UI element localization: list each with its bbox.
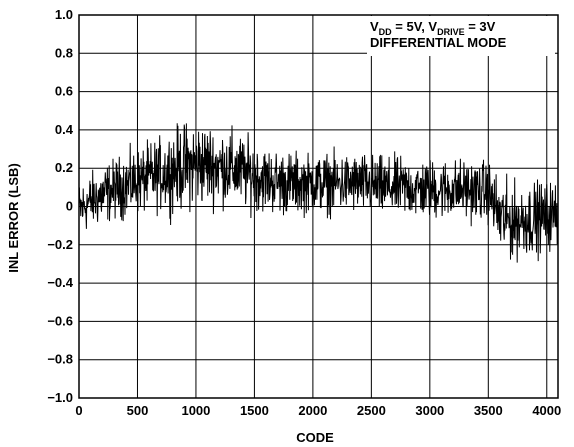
y-tick-label: −0.6 (47, 313, 73, 328)
y-tick-label: 0.2 (55, 160, 73, 175)
annotation-line-1: VDD = 5V, VDRIVE = 3V (370, 19, 496, 37)
y-tick-label: 0.4 (55, 122, 74, 137)
annotation-box (367, 16, 555, 56)
y-tick-label: −0.8 (47, 352, 73, 367)
y-tick-label: −0.4 (47, 275, 73, 290)
x-tick-label: 1500 (240, 403, 269, 418)
x-tick-label: 2500 (357, 403, 386, 418)
inl-error-trace (78, 123, 559, 263)
plot-frame (78, 14, 559, 399)
y-axis-label: INL ERROR (LSB) (6, 163, 21, 273)
y-tick-label: −0.2 (47, 237, 73, 252)
x-tick-label: 4000 (532, 403, 561, 418)
vdd-subscript: DD (379, 27, 392, 37)
x-axis-label: CODE (296, 430, 334, 445)
x-tick-label: 500 (127, 403, 149, 418)
x-tick-label: 1000 (181, 403, 210, 418)
y-tick-label: 0 (66, 199, 73, 214)
vdd-symbol: V (370, 19, 379, 34)
y-tick-label: 1.0 (55, 7, 73, 22)
x-tick-label: 3500 (474, 403, 503, 418)
x-tick-label: 3000 (415, 403, 444, 418)
vdd-value: = 5V, (392, 19, 429, 34)
condition-annotation: VDD = 5V, VDRIVE = 3V DIFFERENTIAL MODE (367, 16, 555, 56)
y-tick-label: 0.8 (55, 45, 73, 60)
x-tick-labels: 0 500 1000 1500 2000 2500 3000 3500 4000 (75, 403, 561, 418)
vdrive-value: = 3V (465, 19, 496, 34)
vdrive-subscript: DRIVE (437, 27, 465, 37)
y-tick-label: 0.6 (55, 84, 73, 99)
x-tick-label: 0 (75, 403, 82, 418)
annotation-line-2: DIFFERENTIAL MODE (370, 35, 507, 50)
x-tick-label: 2000 (298, 403, 327, 418)
y-tick-labels: 1.0 0.8 0.6 0.4 0.2 0 −0.2 −0.4 −0.6 −0.8 −1.0 (47, 7, 73, 405)
series-layer (78, 123, 559, 263)
y-tick-label: −1.0 (47, 390, 73, 405)
vdrive-symbol: V (428, 19, 437, 34)
